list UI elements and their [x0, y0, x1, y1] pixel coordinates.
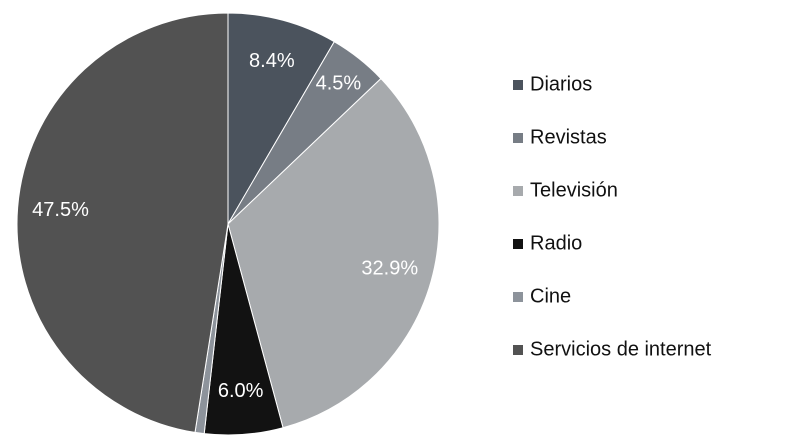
slice-label: 8.4% [249, 50, 295, 72]
legend-label: Televisión [530, 179, 618, 201]
legend-swatch [513, 239, 523, 249]
pie-slice [227, 12, 335, 226]
slice-label: 47.5% [32, 199, 89, 221]
slice-label: 6.0% [218, 380, 264, 402]
legend-label: Radio [530, 232, 582, 254]
legend-swatch [513, 292, 523, 302]
pie-slice [227, 77, 440, 429]
slice-label: 32.9% [361, 258, 418, 280]
legend-label: Cine [530, 285, 571, 307]
legend-label: Diarios [530, 73, 592, 95]
legend-label: Servicios de internet [530, 338, 712, 360]
legend-swatch [513, 133, 523, 143]
legend-swatch [513, 345, 523, 355]
pie-slice [16, 12, 229, 433]
legend-swatch [513, 80, 523, 90]
legend-swatch [513, 186, 523, 196]
legend-label: Revistas [530, 126, 607, 148]
slice-label: 4.5% [316, 73, 362, 95]
